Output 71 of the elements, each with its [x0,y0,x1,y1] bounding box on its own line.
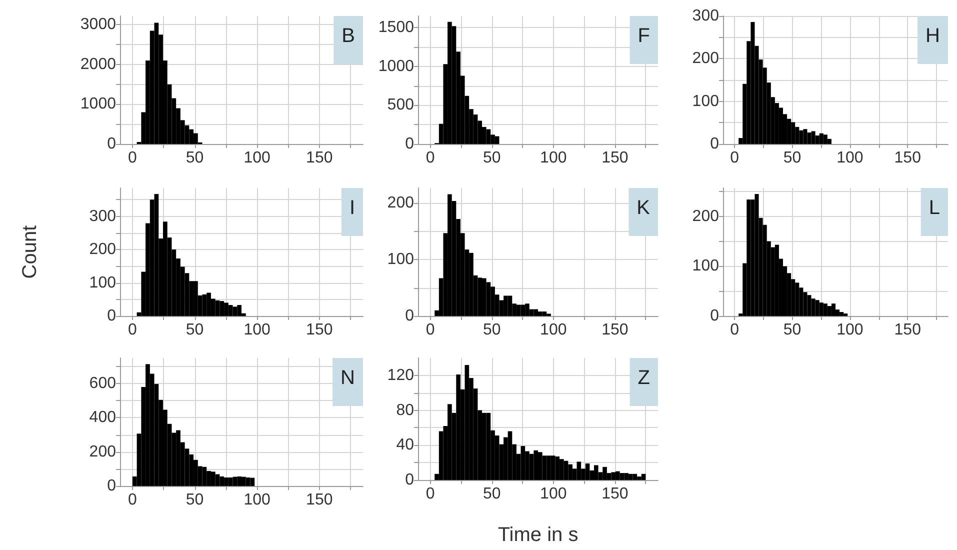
y-tick-label: 400 [89,409,116,426]
x-tick-label: 100 [540,150,567,166]
chart-title: I [349,197,356,219]
x-tick-label: 50 [186,492,204,508]
x-tick-label: 0 [426,322,435,338]
x-tick-label: 150 [306,150,333,166]
y-tick-label: 200 [89,443,116,460]
text: B [342,25,356,47]
y-tick-label: 80 [396,402,414,419]
x-tick-label: 150 [306,322,333,338]
x-tick-label: 100 [540,486,567,502]
x-tick-label: 50 [482,486,501,502]
y-tick-label: 0 [405,308,414,324]
y-tick-label: 100 [387,251,414,268]
x-tick-label: 0 [128,150,138,166]
x-tick-label: 50 [783,150,802,166]
x-tick-label: 150 [894,150,922,166]
x-tick-label: 50 [482,150,501,166]
y-tick-label: 0 [710,308,720,324]
y-axis-title: Count [19,224,41,279]
chart-title: K [636,197,651,219]
y-tick-label: 100 [692,258,720,275]
x-tick-label: 100 [244,322,271,338]
x-tick-label: 0 [426,486,435,502]
x-tick-label: 150 [602,150,628,166]
y-tick-label: 300 [692,8,720,24]
y-tick-label: 40 [396,436,414,454]
x-tick-label: 150 [894,322,922,338]
x-tick-label: 0 [128,492,138,508]
y-tick-label: 0 [107,308,116,324]
y-tick-label: 1500 [378,19,414,36]
x-tick-label: 100 [244,492,271,508]
y-tick-label: 0 [107,136,116,152]
y-tick-label: 0 [405,472,414,488]
chart-title: H [926,25,940,47]
text: F [638,25,650,47]
x-axis-title: Time in s [498,524,578,546]
y-tick-label: 600 [89,375,116,392]
x-tick-label: 50 [186,150,204,166]
y-tick-label: 120 [387,366,414,384]
x-tick-label: 100 [836,150,864,166]
y-tick-label: 1000 [80,96,116,113]
y-tick-label: 0 [405,136,414,152]
y-tick-label: 100 [89,274,116,292]
chart-title: Z [638,367,650,389]
x-tick-label: 150 [602,486,628,502]
y-tick-label: 200 [692,50,720,68]
x-tick-label: 100 [244,150,271,166]
chart-title: L [928,197,940,219]
y-tick-label: 200 [387,194,414,212]
x-tick-label: 50 [186,322,204,338]
x-tick-label: 50 [783,322,802,338]
x-tick-label: 0 [426,150,435,166]
x-tick-label: 50 [482,322,501,338]
y-tick-label: 100 [692,92,720,110]
x-tick-label: 0 [730,150,740,166]
y-tick-label: 200 [692,208,720,225]
x-tick-label: 0 [128,322,138,338]
x-tick-label: 150 [602,322,628,338]
text: N [340,367,356,389]
y-tick-label: 2000 [80,56,116,73]
y-tick-label: 0 [710,136,720,152]
x-tick-label: 100 [836,322,864,338]
y-tick-label: 500 [387,96,414,114]
y-tick-label: 300 [89,208,116,225]
x-tick-label: 150 [306,492,333,508]
x-tick-label: 100 [540,322,567,338]
y-tick-label: 1000 [378,58,414,75]
y-tick-label: 3000 [80,16,116,34]
x-tick-label: 0 [730,322,740,338]
y-tick-label: 200 [89,241,116,258]
